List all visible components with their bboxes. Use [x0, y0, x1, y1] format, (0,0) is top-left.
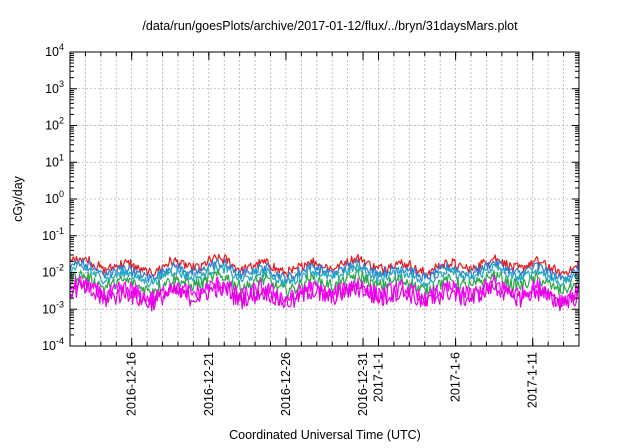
- x-tick-label: 2017-1-6: [449, 352, 463, 402]
- y-tick-label: 101: [45, 152, 64, 169]
- x-tick-label: 2017-1-1: [371, 352, 385, 402]
- chart-title: /data/run/goesPlots/archive/2017-01-12/f…: [142, 19, 518, 33]
- y-tick-label: 10-2: [42, 263, 64, 280]
- series-layer: [69, 253, 580, 312]
- series-line: [69, 253, 580, 279]
- x-axis: 2016-12-16 2016-12-21 2016-12-26 2016-12-31…: [84, 52, 565, 416]
- series-line: [69, 279, 579, 312]
- y-tick-label: 10-4: [42, 336, 64, 353]
- x-tick-label: 2016-12-31: [356, 352, 370, 416]
- y-axis: 10-4 10-3 10-2 10-1 100 101 102 103 104: [42, 42, 579, 353]
- x-tick-label: 2016-12-26: [279, 352, 293, 416]
- x-tick-label: 2016-12-16: [125, 352, 139, 416]
- x-axis-label: Coordinated Universal Time (UTC): [229, 428, 421, 442]
- y-tick-label: 10-3: [42, 299, 64, 316]
- y-axis-label: cGy/day: [11, 175, 25, 222]
- x-tick-label: 2016-12-21: [202, 352, 216, 416]
- series-line: [69, 274, 580, 308]
- y-tick-label: 104: [45, 42, 64, 59]
- series-line: [69, 262, 580, 288]
- y-tick-label: 10-1: [42, 226, 64, 243]
- y-tick-label: 103: [45, 79, 64, 96]
- y-tick-label: 102: [45, 116, 64, 133]
- y-tick-label: 100: [45, 189, 64, 206]
- x-tick-label: 2017-1-11: [526, 352, 540, 408]
